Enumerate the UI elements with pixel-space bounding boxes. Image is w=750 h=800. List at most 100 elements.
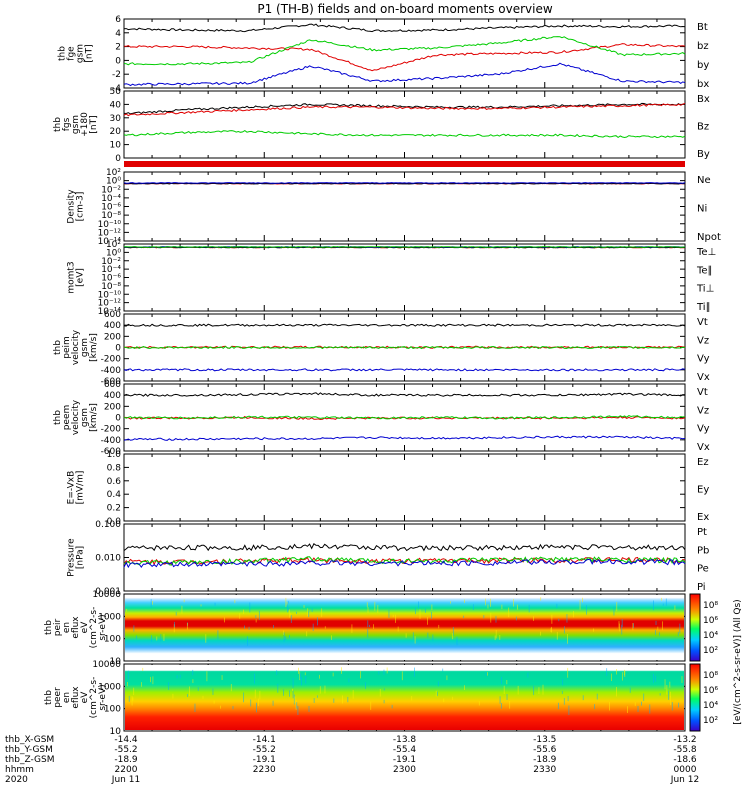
y-axis-label: peer (53, 687, 63, 708)
series-line-Ni (123, 182, 686, 185)
y-axis-label: sr-eV) (98, 614, 108, 640)
y-tick-label: 0 (115, 414, 121, 424)
legend-Vx: Vx (697, 372, 710, 383)
y-tick-label: 400 (104, 321, 121, 331)
x-column-value: -55.4 (393, 745, 417, 755)
x-column-value: 2230 (253, 765, 276, 775)
y-axis-label: fge (67, 46, 77, 61)
legend-Bt: Bt (697, 22, 708, 33)
y-axis-label: eV (80, 621, 90, 634)
x-column-value: -55.2 (114, 745, 137, 755)
y-axis-label: thb (58, 46, 68, 61)
legend-Ti⊥: Ti⊥ (696, 284, 714, 295)
y-tick-label: 10⁻¹⁴ (98, 237, 122, 247)
series-line-by (123, 36, 686, 66)
x-column-value: -18.9 (533, 755, 557, 765)
y-tick-label: 1000 (98, 682, 121, 692)
y-tick-label: -200 (101, 355, 122, 365)
legend-Ez: Ez (697, 457, 709, 468)
y-tick-label: 10⁻⁸ (101, 282, 121, 292)
x-column-value: 2300 (393, 765, 416, 775)
y-axis-label: [eV] (76, 268, 86, 287)
y-tick-label: -600 (101, 377, 122, 387)
y-tick-label: 0.8 (107, 463, 122, 473)
legend-Vy: Vy (697, 424, 710, 435)
y-tick-label: 0 (115, 344, 121, 354)
y-axis-label: thb (53, 410, 63, 425)
y-axis-label: gsm (80, 338, 90, 357)
y-tick-label: 10⁰ (106, 248, 121, 258)
panel-frame (123, 90, 686, 159)
panel-4: 10²10⁰10⁻²10⁻⁴10⁻⁶10⁻⁸10⁻¹⁰10⁻¹²10⁻¹⁴mom… (67, 240, 717, 317)
y-tick-label: 10⁻⁴ (101, 194, 121, 204)
legend-By: By (697, 149, 710, 160)
y-tick-label: 10⁻² (101, 257, 121, 267)
y-axis-label: [km/s] (89, 403, 99, 432)
legend-Vz: Vz (697, 335, 709, 346)
legend-Vt: Vt (697, 387, 708, 398)
legend-Ex: Ex (697, 512, 709, 523)
series-line-Npot (123, 182, 686, 184)
y-axis-label: thb (44, 690, 54, 705)
y-tick-label: 30 (110, 114, 122, 124)
y-axis-label: thb (44, 620, 54, 635)
series-line-bz (123, 43, 686, 72)
y-axis-label: en (62, 622, 72, 633)
x-column-value: Jun 11 (111, 775, 140, 785)
y-tick-label: 600 (104, 310, 121, 320)
series-line-Vt (123, 323, 686, 327)
legend-by: by (697, 60, 709, 71)
y-tick-label: 0.001 (95, 587, 121, 597)
x-row-label: hhmm (5, 765, 34, 775)
series-line-Bx (123, 102, 686, 115)
y-tick-label: 10⁻⁶ (101, 203, 121, 213)
colorbar-tick-label: 10⁶ (703, 686, 718, 696)
panel-9: 10000 1000 100 10 thb peir en eflux eV (cm^2-s-sr… (44, 590, 718, 667)
series-line-Vy (123, 415, 686, 420)
y-axis-label: +180 (80, 112, 90, 137)
y-tick-label: 1.0 (107, 450, 122, 460)
y-tick-label: -400 (101, 366, 122, 376)
legend-Pt: Pt (697, 527, 707, 538)
y-axis-label: peem (62, 405, 72, 431)
y-tick-label: 10⁻¹² (98, 228, 122, 238)
y-tick-label: 10⁻⁸ (101, 211, 121, 221)
x-column-value: 0000 (674, 765, 697, 775)
y-axis-label: eflux (71, 616, 81, 639)
colorbar-tick-label: 10⁴ (703, 701, 718, 711)
y-tick-label: 0.0 (107, 517, 122, 527)
y-axis-label: [nPa] (76, 546, 86, 569)
y-axis-label: Pressure (67, 538, 77, 577)
y-tick-label: 10⁻¹⁰ (98, 220, 122, 230)
y-tick-label: 0.100 (95, 520, 121, 530)
legend-Bx: Bx (697, 94, 710, 105)
x-column-value: -14.1 (253, 735, 276, 745)
y-axis-label: momt3 (67, 261, 77, 293)
y-tick-label: 0.6 (107, 477, 122, 487)
colorbar (689, 593, 701, 662)
y-tick-label: -400 (101, 436, 122, 446)
series-line-Pi (123, 558, 686, 569)
legend-Npot: Npot (697, 232, 721, 243)
legend-Vt: Vt (697, 317, 708, 328)
y-tick-label: 600 (104, 380, 121, 390)
flag-bar (124, 161, 685, 167)
y-tick-label: 10² (106, 168, 121, 178)
series-line-Vx (123, 435, 686, 441)
y-tick-label: 10000 (92, 660, 121, 670)
y-tick-label: -600 (101, 447, 122, 457)
colorbar-tick-label: 10² (703, 646, 718, 656)
x-column-value: 2200 (115, 765, 138, 775)
series-line-Vy (123, 345, 686, 350)
colorbar-tick-label: 10⁶ (703, 616, 718, 626)
series-line-Vt (123, 392, 686, 397)
series-line-Ti∥ (124, 246, 686, 248)
panel-10: 10000 1000 100 10 thb peer en eflux eV (cm^2-s-sr… (44, 660, 718, 737)
figure-title: P1 (TH-B) fields and on-board moments ov… (257, 2, 553, 16)
y-axis-label: eflux (71, 686, 81, 709)
y-axis-label: gsm (71, 115, 81, 134)
series-line-bx (123, 62, 686, 87)
